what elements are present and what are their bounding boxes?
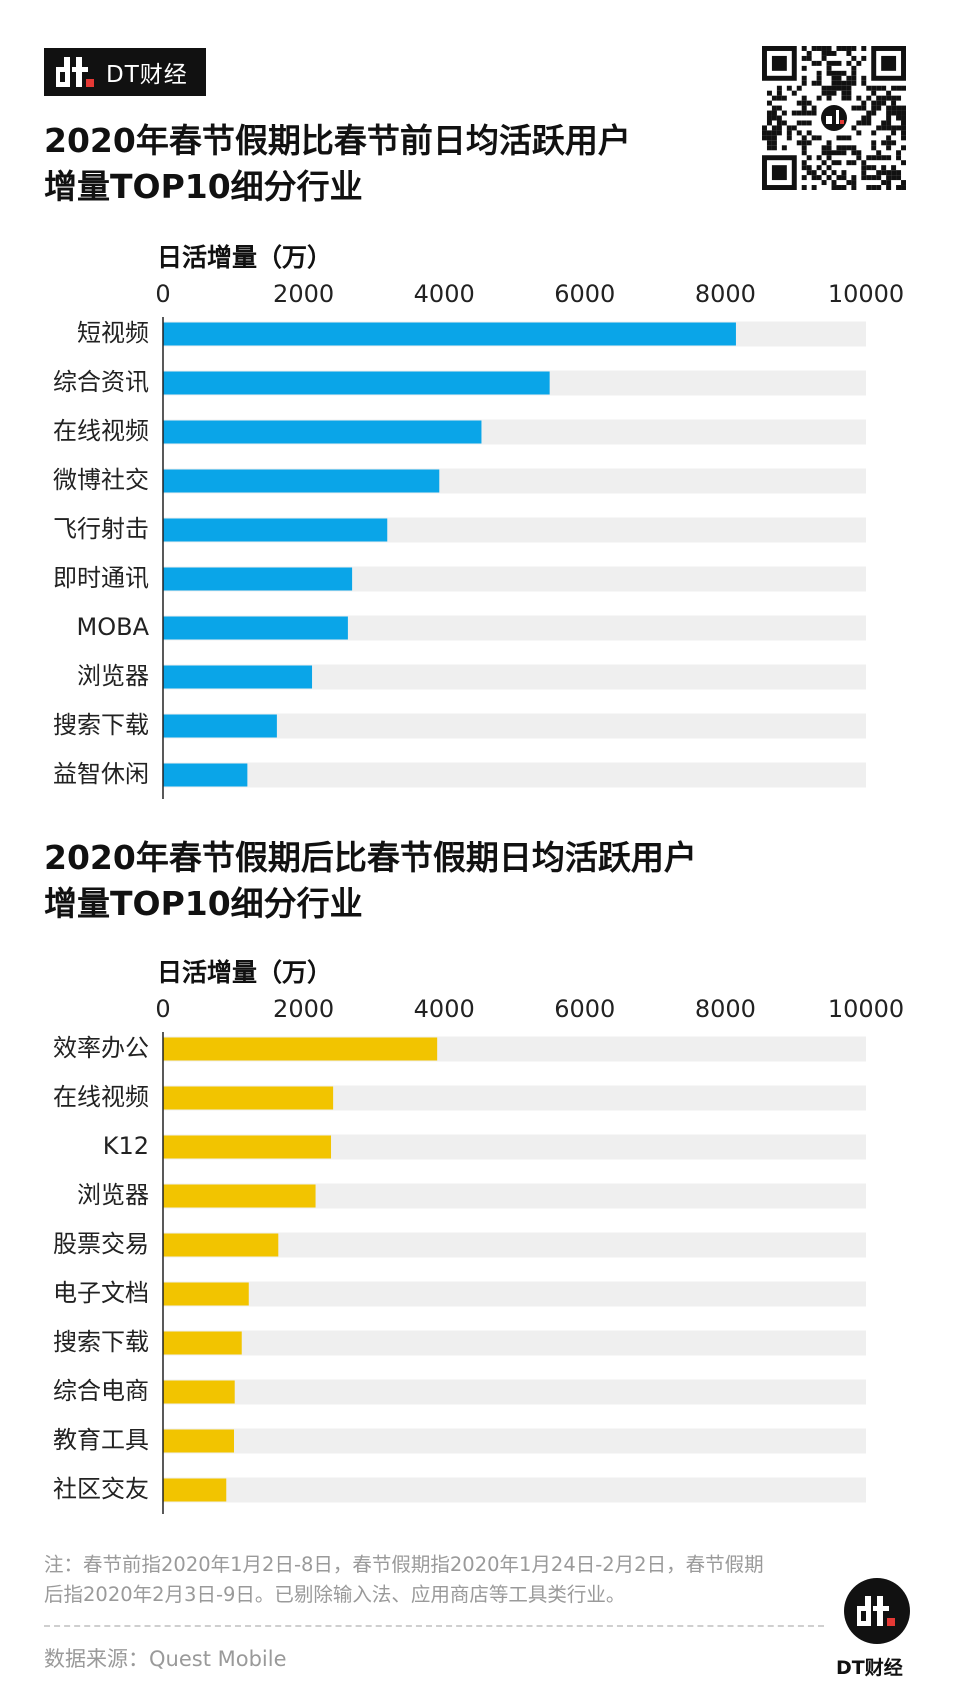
chart2-category-label: K12 bbox=[103, 1132, 149, 1160]
chart2-track bbox=[163, 1281, 866, 1307]
chart1-tick-label: 0 bbox=[155, 280, 170, 308]
chart1-tick-label: 10000 bbox=[828, 280, 904, 308]
chart2-bar bbox=[163, 1429, 235, 1453]
chart1-tick-label: 8000 bbox=[695, 280, 756, 308]
chart2-category-label: 教育工具 bbox=[53, 1426, 149, 1454]
chart1-bar bbox=[163, 567, 353, 591]
chart2-tick-label: 8000 bbox=[695, 995, 756, 1023]
brand-name: DT财经 bbox=[106, 62, 188, 88]
footnote: 注：春节前指2020年1月2日-8日，春节假期指2020年1月24日-2月2日，… bbox=[44, 1550, 834, 1610]
footer-divider bbox=[44, 1625, 824, 1627]
chart1-bar bbox=[163, 518, 388, 542]
chart1-tick-label: 6000 bbox=[554, 280, 615, 308]
qr-code-icon[interactable] bbox=[762, 46, 906, 190]
chart2-bar bbox=[163, 1184, 316, 1208]
chart2-unit-label: 日活增量（万） bbox=[157, 958, 333, 987]
chart1-track bbox=[163, 762, 866, 788]
chart1-title-line2: 增量TOP10细分行业 bbox=[44, 167, 363, 206]
chart2-bar bbox=[163, 1478, 227, 1502]
dt-logo-icon bbox=[857, 1596, 895, 1626]
chart2-track bbox=[163, 1232, 866, 1258]
chart1-bar bbox=[163, 371, 550, 395]
logo-caption: DT财经 bbox=[836, 1657, 903, 1679]
chart1-tick-label: 2000 bbox=[273, 280, 334, 308]
chart1-bar bbox=[163, 469, 440, 493]
chart2-bar bbox=[163, 1233, 279, 1257]
chart2-category-label: 综合电商 bbox=[53, 1377, 149, 1405]
chart1-bar bbox=[163, 616, 348, 640]
chart1-category-label: 即时通讯 bbox=[53, 564, 149, 592]
chart2-category-label: 股票交易 bbox=[53, 1230, 149, 1258]
chart2-bar bbox=[163, 1135, 332, 1159]
chart1-bar bbox=[163, 763, 248, 787]
chart1-title-line1: 2020年春节假期比春节前日均活跃用户 bbox=[44, 121, 631, 160]
chart1-category-label: 短视频 bbox=[77, 319, 149, 347]
chart2-bar bbox=[163, 1380, 235, 1404]
chart2-tick-label: 10000 bbox=[828, 995, 904, 1023]
chart2-title-line2: 增量TOP10细分行业 bbox=[44, 884, 363, 923]
chart2-category-label: 浏览器 bbox=[77, 1181, 149, 1209]
footnote-line1: 注：春节前指2020年1月2日-8日，春节假期指2020年1月24日-2月2日，… bbox=[44, 1553, 764, 1576]
chart1-bar bbox=[163, 665, 313, 689]
footnote-line2: 后指2020年2月3日-9日。已剔除输入法、应用商店等工具类行业。 bbox=[44, 1583, 626, 1606]
chart2-bar bbox=[163, 1282, 249, 1306]
chart2-title-line1: 2020年春节假期后比春节假期日均活跃用户 bbox=[44, 838, 697, 877]
chart2-tick-label: 2000 bbox=[273, 995, 334, 1023]
chart2-track bbox=[163, 1428, 866, 1454]
chart1-tick-label: 4000 bbox=[414, 280, 475, 308]
chart1-category-label: 浏览器 bbox=[77, 662, 149, 690]
chart2-track bbox=[163, 1477, 866, 1503]
chart1-category-label: 微博社交 bbox=[53, 466, 149, 494]
chart2-category-label: 电子文档 bbox=[53, 1279, 149, 1307]
chart1-category-label: 益智休闲 bbox=[53, 760, 149, 788]
dt-round-logo bbox=[844, 1578, 910, 1644]
chart2-bar bbox=[163, 1086, 334, 1110]
chart2-title: 2020年春节假期后比春节假期日均活跃用户 增量TOP10细分行业 bbox=[44, 835, 697, 927]
chart2-category-label: 社区交友 bbox=[53, 1475, 149, 1503]
chart1-plot: 0 2000 4000 6000 8000 10000 短视频综合资讯在线视频微博社交飞行射… bbox=[53, 280, 904, 799]
chart2-track bbox=[163, 1330, 866, 1356]
chart1-bar bbox=[163, 714, 277, 738]
chart1-title: 2020年春节假期比春节前日均活跃用户 增量TOP10细分行业 bbox=[44, 118, 631, 210]
chart1-category-label: 飞行射击 bbox=[53, 515, 149, 543]
chart1-category-label: 搜索下载 bbox=[53, 711, 149, 739]
chart1: 0 2000 4000 6000 8000 10000 短视频综合资讯在线视频微博社交飞行射… bbox=[0, 280, 960, 800]
chart2-bar bbox=[163, 1331, 242, 1355]
data-source: 数据来源：Quest Mobile bbox=[44, 1647, 287, 1671]
chart2: 0 2000 4000 6000 8000 10000 效率办公在线视频 K12 浏览器股票交易… bbox=[0, 995, 960, 1515]
brand-logo: DT财经 bbox=[44, 48, 206, 96]
chart2-category-label: 在线视频 bbox=[53, 1083, 149, 1111]
chart1-bar bbox=[163, 420, 482, 444]
chart2-tick-label: 6000 bbox=[554, 995, 615, 1023]
chart2-category-label: 效率办公 bbox=[53, 1034, 149, 1062]
chart2-track bbox=[163, 1379, 866, 1405]
dt-logo-icon bbox=[56, 57, 94, 87]
chart1-category-label: MOBA bbox=[77, 613, 150, 641]
chart2-bar bbox=[163, 1037, 438, 1061]
chart1-category-label: 综合资讯 bbox=[53, 368, 149, 396]
chart2-tick-label: 0 bbox=[155, 995, 170, 1023]
chart1-unit-label: 日活增量（万） bbox=[157, 243, 333, 272]
chart2-category-label: 搜索下载 bbox=[53, 1328, 149, 1356]
chart1-category-label: 在线视频 bbox=[53, 417, 149, 445]
chart2-tick-label: 4000 bbox=[414, 995, 475, 1023]
chart1-bar bbox=[163, 322, 736, 346]
chart1-track bbox=[163, 713, 866, 739]
